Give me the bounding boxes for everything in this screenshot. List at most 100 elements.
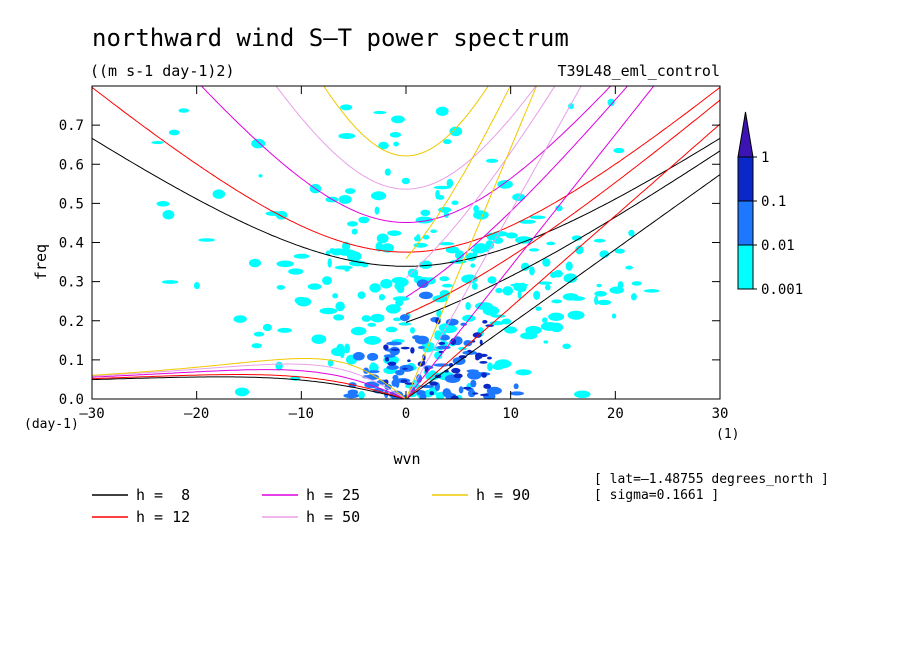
dispersion-curve-kelvin [405,86,655,399]
legend-label: h = 8 [136,486,190,504]
spectrum-cell [395,379,400,388]
spectrum-cell [438,206,452,213]
spectrum-cell [485,158,499,163]
spectrum-cell [416,389,426,396]
spectrum-cell [562,343,571,350]
spectrum-cell [413,235,421,242]
spectrum-cell [333,314,345,321]
spectrum-cell [420,209,431,217]
spectrum-cell [344,188,356,194]
colorbar-swatch [737,244,754,290]
spectrum-cell [409,327,416,334]
spectrum-cell [465,302,471,310]
spectrum-cell [265,211,282,216]
dispersion-curve-kelvin [405,174,720,399]
legend-label: h = 90 [476,486,530,504]
y-tick-label: 0.2 [59,314,84,330]
legend-label: h = 50 [306,508,360,526]
spectrum-cell [502,286,514,296]
spectrum-cell [445,246,460,254]
x-tick-label: 0 [402,406,410,422]
spectrum-cell [422,234,430,240]
spectrum-cell [462,350,477,355]
spectrum-cell [351,228,358,235]
spectrum-cell [520,332,538,340]
spectrum-cell [338,132,356,140]
spectrum-cell [335,301,345,312]
spectrum-cell [475,356,480,361]
y-axis-label: freq [32,244,50,280]
spectrum-cell [483,383,492,389]
spectrum-cell [509,391,525,396]
spectrum-cell [551,299,563,304]
dispersion-curve-er [92,369,407,399]
x-tick-label: 30 [712,406,729,422]
spectrum-cell [463,339,473,347]
spectrum-cell [413,242,428,248]
spectrum-cell [373,110,387,115]
spectrum-cell [392,317,402,322]
y-tick-label: 0.3 [59,275,84,291]
spectrum-cell [161,280,179,284]
colorbar-cap [737,111,754,158]
spectrum-cell [543,340,549,344]
spectrum-cell [338,249,357,256]
spectrum-cell [454,250,465,260]
spectrum-cell [407,359,411,363]
spectrum-cell [319,307,338,315]
spectrum-cell [451,367,461,374]
colorbar: 1 0.1 0.01 0.001 [737,111,803,298]
spectrum-cell [389,131,402,138]
spectrum-cell [435,393,445,399]
spectrum-cell [497,179,513,189]
spectrum-cell [293,253,310,259]
spectrum-cell [393,141,399,147]
spectrum-cell [631,281,642,286]
spectrum-cell [643,289,660,293]
y-tick-label: 0.6 [59,157,84,173]
spectrum-cell [440,324,458,334]
spectrum-cell [429,381,438,386]
spectrum-cell [212,189,226,199]
spectrum-cell [386,364,399,370]
spectrum-cell [168,129,180,136]
spectrum-cell [450,338,457,346]
info-latitude: [ lat=–1.48755 degrees_north ] [594,472,829,487]
spectrum-cell [434,330,442,340]
y-tick-label: 0.5 [59,196,84,212]
spectrum-field [151,98,660,399]
spectrum-cell [346,221,359,227]
spectrum-cell [380,278,393,289]
spectrum-cell [262,323,272,332]
spectrum-cell [400,346,410,350]
x-tick-label: 10 [502,406,519,422]
spectrum-cell [376,233,389,244]
spectrum-cell [251,138,266,149]
spectrum-cell [542,258,551,267]
spectrum-cell [387,230,402,236]
x-tick-label: –30 [79,406,104,422]
spectrum-cell [594,295,599,306]
spectrum-cell [275,361,283,371]
spectrum-cell [178,108,190,113]
spectrum-cell [400,379,408,383]
spectrum-cell [395,369,405,376]
spectrum-cell [470,263,476,268]
spectrum-cell [370,313,385,323]
spectrum-cell [494,359,512,369]
spectrum-cell [399,314,410,322]
spectrum-cell [156,201,170,207]
spectrum-cell [434,351,443,360]
spectrum-cell [248,258,262,268]
x-axis-ticks: –30 –20 –10 0 10 20 30 [79,86,728,422]
spectrum-cell [397,280,406,289]
spectrum-cell [565,261,573,271]
legend-label: h = 12 [136,508,190,526]
spectrum-cell [562,293,579,301]
spectrum-cell [574,390,591,399]
spectrum-cell [510,283,529,287]
spectrum-cell [540,321,559,331]
spectrum-cell [384,168,391,176]
spectrum-cell [538,281,553,285]
